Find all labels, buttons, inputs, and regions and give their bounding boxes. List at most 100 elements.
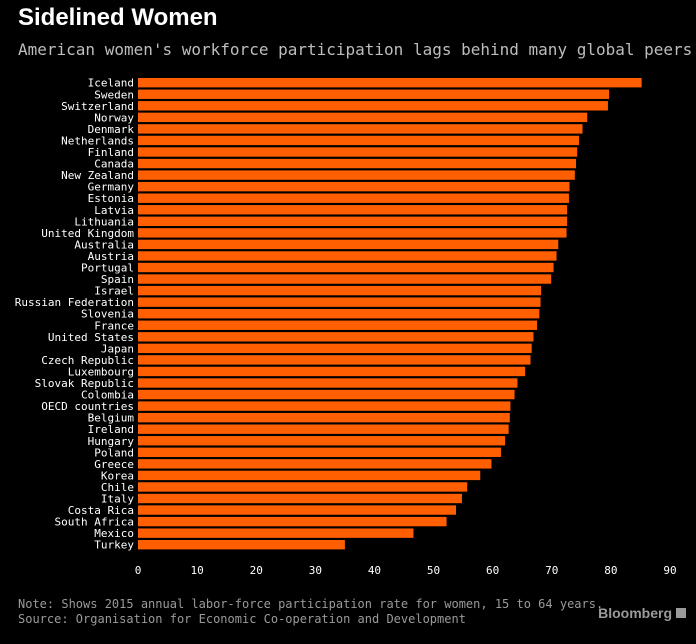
category-label: Israel [94,285,134,298]
category-label: Spain [101,273,134,286]
bar [138,401,511,411]
brand-mark-icon [676,608,686,618]
category-label: Netherlands [61,134,134,147]
bar [138,135,579,146]
bar [138,482,468,492]
category-label: South Africa [55,516,134,529]
bar-chart: IcelandSwedenSwitzerlandNorwayDenmarkNet… [15,77,677,577]
category-label: Japan [101,342,134,355]
category-label: Italy [101,493,134,506]
x-tick-label: 40 [368,564,381,577]
category-label: Chile [101,481,134,494]
category-label: Luxembourg [68,365,134,378]
bar [138,78,642,88]
category-label: Estonia [88,192,134,205]
bar [138,251,557,261]
bar [138,516,447,527]
category-label: Korea [101,469,134,482]
x-tick-label: 20 [250,564,263,577]
bar [138,459,492,469]
bar [138,262,554,273]
x-tick-label: 50 [427,564,440,577]
category-label: Portugal [81,262,134,275]
category-label: Slovenia [81,308,134,321]
bar [138,124,583,134]
category-label: Latvia [94,204,134,217]
category-label: Czech Republic [41,354,134,367]
category-label: Greece [94,458,134,471]
category-label: Russian Federation [15,296,134,309]
bar [138,101,608,111]
bar [138,470,481,481]
category-label: United States [48,331,134,344]
bar [138,493,462,504]
category-label: Norway [94,111,134,124]
bar [138,412,510,423]
bar [138,112,588,123]
category-label: Turkey [94,539,134,552]
bar [138,343,532,354]
bar [138,309,540,319]
category-label: Slovak Republic [35,377,134,390]
x-tick-label: 0 [135,564,142,577]
chart-note: Note: Shows 2015 annual labor-force part… [18,597,604,611]
bar [138,205,568,215]
chart-title: Sidelined Women [18,4,218,31]
category-label: Hungary [88,435,135,448]
bar [138,436,506,446]
bar [138,239,559,250]
category-label: Belgium [88,412,135,425]
x-tick-label: 10 [190,564,203,577]
bar [138,285,542,296]
bar [138,147,578,157]
brand-name: Bloomberg [598,605,672,621]
chart-source: Source: Organisation for Economic Co-ope… [18,612,466,626]
category-label: Colombia [81,389,134,402]
category-label: Ireland [88,423,134,436]
category-label: Canada [94,158,134,171]
bar [138,320,537,330]
category-label: Australia [74,238,134,251]
bar [138,274,552,284]
category-label: Mexico [94,527,134,540]
bar [138,170,575,180]
category-label: Switzerland [61,100,134,113]
x-tick-label: 60 [486,564,499,577]
bar [138,332,534,342]
bar [138,355,531,365]
bar [138,389,515,400]
bar [138,424,509,434]
bar [138,540,345,550]
category-label: New Zealand [61,169,134,182]
bar [138,297,541,307]
bar [138,366,526,377]
bar [138,216,568,226]
x-tick-label: 70 [545,564,558,577]
x-tick-label: 30 [309,564,322,577]
category-label: Finland [88,146,134,159]
x-tick-label: 80 [604,564,617,577]
x-tick-label: 90 [663,564,676,577]
bar [138,228,567,238]
bar [138,447,501,457]
category-label: Austria [88,250,134,263]
bar [138,528,414,538]
category-label: OECD countries [41,400,134,413]
bar [138,378,518,388]
bar [138,158,577,169]
chart-subtitle: American women's workforce participation… [18,40,693,59]
bar [138,193,569,203]
category-label: Germany [88,181,135,194]
bar [138,505,457,515]
category-label: Denmark [88,123,135,136]
category-label: Sweden [94,88,134,101]
bar [138,181,570,192]
category-label: Iceland [88,77,134,90]
category-label: Poland [94,446,134,459]
category-label: United Kingdom [41,227,134,240]
bar [138,89,610,99]
category-label: Lithuania [74,215,134,228]
brand-logo: Bloomberg [598,605,686,621]
category-label: Costa Rica [68,504,134,517]
category-label: France [94,319,134,332]
